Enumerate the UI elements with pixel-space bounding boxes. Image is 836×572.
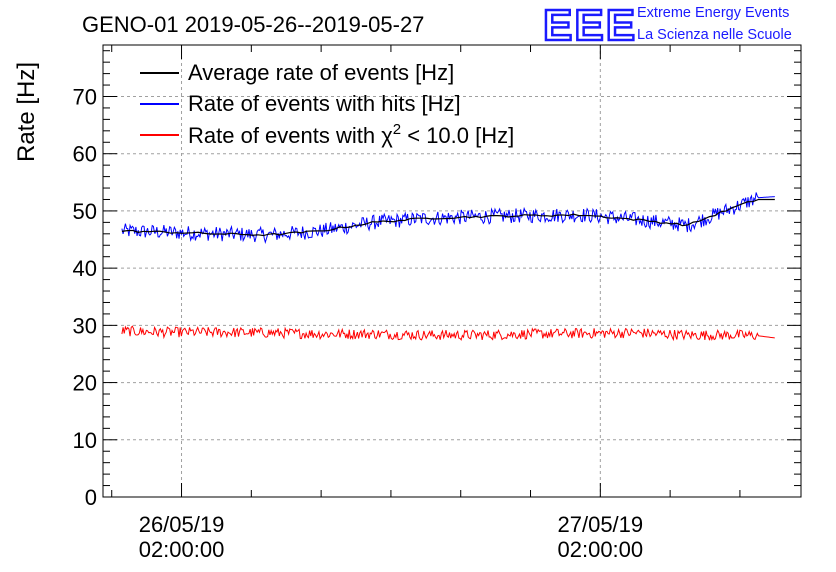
- chart-title: GENO-01 2019-05-26--2019-05-27: [82, 12, 424, 37]
- y-tick-label-60: 60: [73, 142, 97, 167]
- y-tick-label-20: 20: [73, 371, 97, 396]
- tick-labels: 01020304050607026/05/1902:00:0027/05/190…: [73, 84, 644, 562]
- y-axis-title: Rate [Hz]: [13, 62, 40, 162]
- y-tick-label-50: 50: [73, 199, 97, 224]
- series-line-1: [121, 192, 775, 245]
- x-tick-label-date-1: 27/05/19: [558, 512, 644, 537]
- eee-logo-line1: Extreme Energy Events: [637, 5, 789, 21]
- series-layer: [121, 192, 775, 342]
- series-line-2: [121, 325, 775, 342]
- x-tick-label-time-1: 02:00:00: [558, 537, 644, 562]
- axes: [102, 44, 802, 498]
- grid: [103, 45, 801, 497]
- eee-logo: EEE Extreme Energy Events La Scienza nel…: [542, 0, 792, 51]
- x-tick-label-time-0: 02:00:00: [139, 537, 225, 562]
- legend: Average rate of events [Hz] Rate of even…: [140, 60, 514, 148]
- eee-logo-mark: EEE: [543, 1, 637, 50]
- legend-label-average: Average rate of events [Hz]: [188, 60, 454, 85]
- y-tick-label-0: 0: [85, 485, 97, 510]
- legend-label-hits: Rate of events with hits [Hz]: [188, 91, 461, 116]
- y-tick-label-40: 40: [73, 256, 97, 281]
- y-tick-label-30: 30: [73, 313, 97, 338]
- y-tick-label-10: 10: [73, 428, 97, 453]
- series-line-0: [121, 198, 775, 237]
- eee-logo-line2: La Scienza nelle Scuole: [637, 27, 792, 43]
- x-tick-label-date-0: 26/05/19: [139, 512, 225, 537]
- y-tick-label-70: 70: [73, 84, 97, 109]
- legend-label-chi2: Rate of events with χ2 < 10.0 [Hz]: [188, 121, 514, 148]
- plot-frame: [102, 44, 802, 498]
